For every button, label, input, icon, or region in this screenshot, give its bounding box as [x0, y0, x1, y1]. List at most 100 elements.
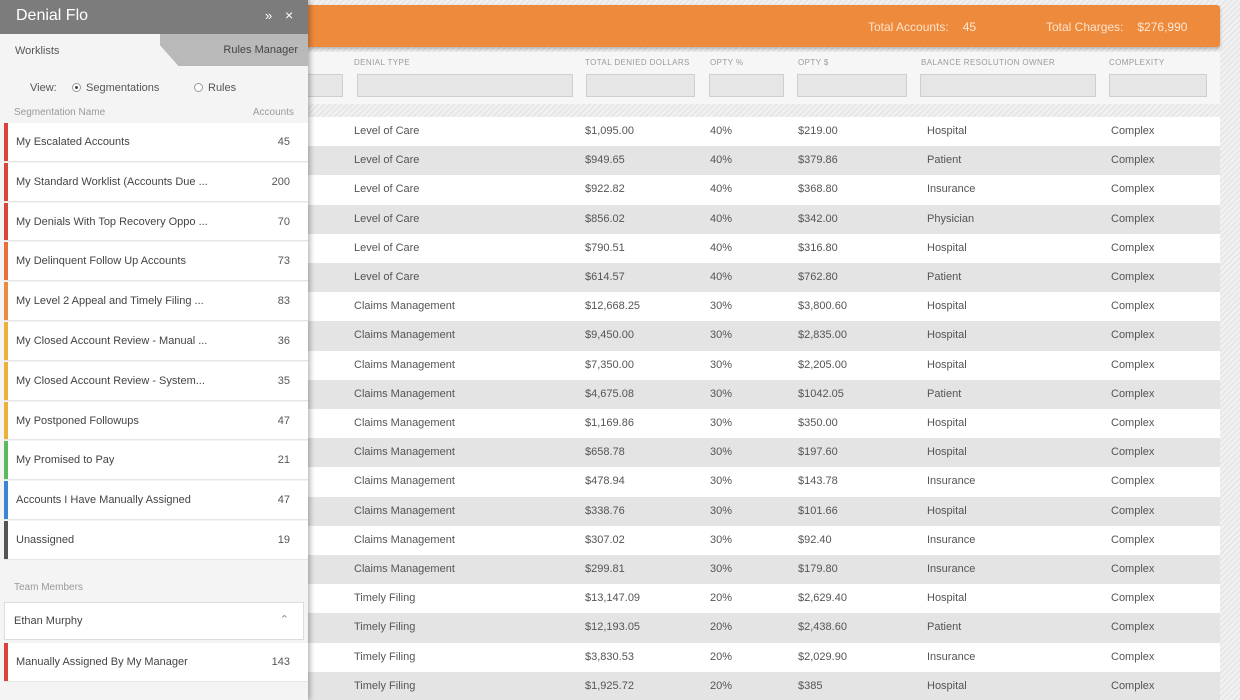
cell-complexity: Complex	[1111, 358, 1155, 371]
cell-total-denied: $13,147.09	[585, 592, 641, 605]
cell-denial-type: Claims Management	[354, 387, 455, 400]
cell-owner: Hospital	[927, 329, 967, 342]
cell-total-denied: $658.78	[585, 446, 625, 459]
segmentation-item[interactable]: My Postponed Followups 47	[4, 401, 308, 441]
panel-title: Denial Flo	[16, 7, 89, 24]
cell-owner: Hospital	[927, 417, 967, 429]
cell-denial-type: Claims Management	[354, 504, 455, 517]
tab-rules-manager[interactable]: Rules Manager	[150, 34, 308, 66]
segmentation-item[interactable]: My Promised to Pay 21	[4, 441, 308, 481]
cell-complexity: Complex	[1111, 563, 1155, 575]
col-header-segmentation-name: Segmentation Name	[14, 107, 106, 118]
priority-color-bar	[4, 521, 8, 559]
cell-denial-type: Claims Management	[354, 358, 455, 371]
col-header-opty-pct[interactable]: OPTY %	[710, 58, 744, 67]
segmentation-count: 19	[277, 534, 290, 546]
cell-denial-type: Level of Care	[354, 154, 420, 167]
cell-opty-pct: 30%	[710, 563, 733, 575]
col-header-owner[interactable]: BALANCE RESOLUTION OWNER	[921, 58, 1056, 67]
cell-opty-dollar: $368.80	[798, 183, 838, 196]
segmentation-count: 73	[277, 255, 290, 268]
total-accounts-stat: Total Accounts: 45	[868, 20, 976, 34]
cell-owner: Physician	[927, 212, 975, 225]
cell-opty-pct: 30%	[710, 358, 733, 371]
cell-opty-dollar: $350.00	[798, 417, 838, 429]
cell-complexity: Complex	[1111, 533, 1155, 546]
segmentation-name: My Closed Account Review - System...	[16, 374, 205, 387]
segmentation-count: 36	[277, 335, 290, 347]
cell-opty-pct: 30%	[710, 446, 733, 459]
cell-denial-type: Level of Care	[354, 183, 420, 196]
tab-worklists[interactable]: Worklists	[0, 34, 160, 66]
priority-color-bar	[4, 481, 8, 519]
total-accounts-label: Total Accounts:	[868, 20, 949, 34]
cell-owner: Patient	[927, 154, 962, 167]
cell-denial-type: Level of Care	[354, 271, 420, 283]
priority-color-bar	[4, 441, 8, 480]
segmentation-count: 45	[277, 136, 290, 148]
filter-input-total-denied[interactable]	[586, 74, 695, 97]
cell-opty-dollar: $2,835.00	[798, 329, 847, 342]
cell-complexity: Complex	[1111, 300, 1155, 313]
segmentation-item[interactable]: My Escalated Accounts 45	[4, 123, 308, 162]
radio-rules-label: Rules	[208, 82, 237, 94]
segmentation-item[interactable]: Accounts I Have Manually Assigned 47	[4, 481, 308, 520]
cell-opty-dollar: $2,629.40	[798, 592, 847, 605]
segmentation-name: My Delinquent Follow Up Accounts	[16, 255, 186, 268]
cell-denial-type: Claims Management	[354, 563, 455, 575]
filter-input-complexity[interactable]	[1109, 74, 1207, 97]
filter-input-opty-pct[interactable]	[709, 74, 784, 97]
cell-complexity: Complex	[1111, 475, 1155, 488]
segmentation-item[interactable]: My Closed Account Review - System... 35	[4, 361, 308, 401]
segmentation-item[interactable]: Manually Assigned By My Manager 143	[4, 643, 308, 682]
col-header-complexity[interactable]: COMPLEXITY	[1109, 58, 1165, 67]
segmentation-item[interactable]: My Denials With Top Recovery Oppo ... 70	[4, 202, 308, 242]
segmentation-item[interactable]: Unassigned 19	[4, 521, 308, 560]
cell-denial-type: Level of Care	[354, 241, 420, 254]
priority-color-bar	[4, 361, 8, 400]
view-label: View:	[30, 82, 57, 94]
priority-color-bar	[4, 242, 8, 281]
segmentation-list-header: Segmentation Name Accounts	[0, 106, 308, 122]
panel-header: Denial Flo » ×	[0, 0, 308, 34]
cell-opty-pct: 40%	[710, 154, 733, 167]
radio-segmentations[interactable]: Segmentations	[72, 82, 159, 94]
priority-color-bar	[4, 162, 8, 201]
segmentation-count: 70	[277, 215, 290, 228]
cell-owner: Insurance	[927, 563, 976, 575]
col-header-total-denied[interactable]: TOTAL DENIED DOLLARS	[585, 58, 690, 67]
col-header-opty-dollar[interactable]: OPTY $	[798, 58, 829, 67]
segmentation-item[interactable]: My Level 2 Appeal and Timely Filing ... 8…	[4, 282, 308, 321]
cell-total-denied: $299.81	[585, 563, 625, 575]
cell-opty-pct: 30%	[710, 387, 733, 400]
filter-input-opty-dollar[interactable]	[797, 74, 907, 97]
radio-rules[interactable]: Rules	[194, 82, 236, 94]
cell-total-denied: $614.57	[585, 271, 625, 283]
filter-input-owner[interactable]	[920, 74, 1096, 97]
col-header-denial-type[interactable]: DENIAL TYPE	[354, 58, 410, 67]
segmentation-name: My Standard Worklist (Accounts Due ...	[16, 175, 208, 188]
team-member-selector[interactable]: Ethan Murphy ⌃	[4, 602, 304, 640]
segmentation-count: 47	[277, 494, 290, 507]
segmentation-name: Accounts I Have Manually Assigned	[16, 494, 191, 507]
cell-opty-pct: 30%	[710, 300, 733, 313]
close-icon[interactable]: ×	[285, 7, 294, 23]
cell-opty-pct: 40%	[710, 183, 733, 196]
segmentation-count: 143	[271, 656, 290, 668]
collapse-icon[interactable]: »	[265, 8, 273, 23]
segmentation-item[interactable]: My Delinquent Follow Up Accounts 73	[4, 242, 308, 282]
cell-denial-type: Claims Management	[354, 446, 455, 459]
segmentation-name: My Closed Account Review - Manual ...	[16, 335, 208, 347]
cell-denial-type: Claims Management	[354, 533, 455, 546]
cell-owner: Hospital	[927, 300, 967, 313]
cell-opty-dollar: $179.80	[798, 563, 838, 575]
cell-opty-pct: 20%	[710, 621, 733, 634]
filter-input-denial-type[interactable]	[357, 74, 573, 97]
cell-total-denied: $9,450.00	[585, 329, 634, 342]
cell-total-denied: $790.51	[585, 241, 625, 254]
cell-complexity: Complex	[1111, 329, 1155, 342]
segmentation-item[interactable]: My Closed Account Review - Manual ... 36	[4, 322, 308, 361]
cell-complexity: Complex	[1111, 387, 1155, 400]
segmentation-item[interactable]: My Standard Worklist (Accounts Due ... 20…	[4, 162, 308, 202]
